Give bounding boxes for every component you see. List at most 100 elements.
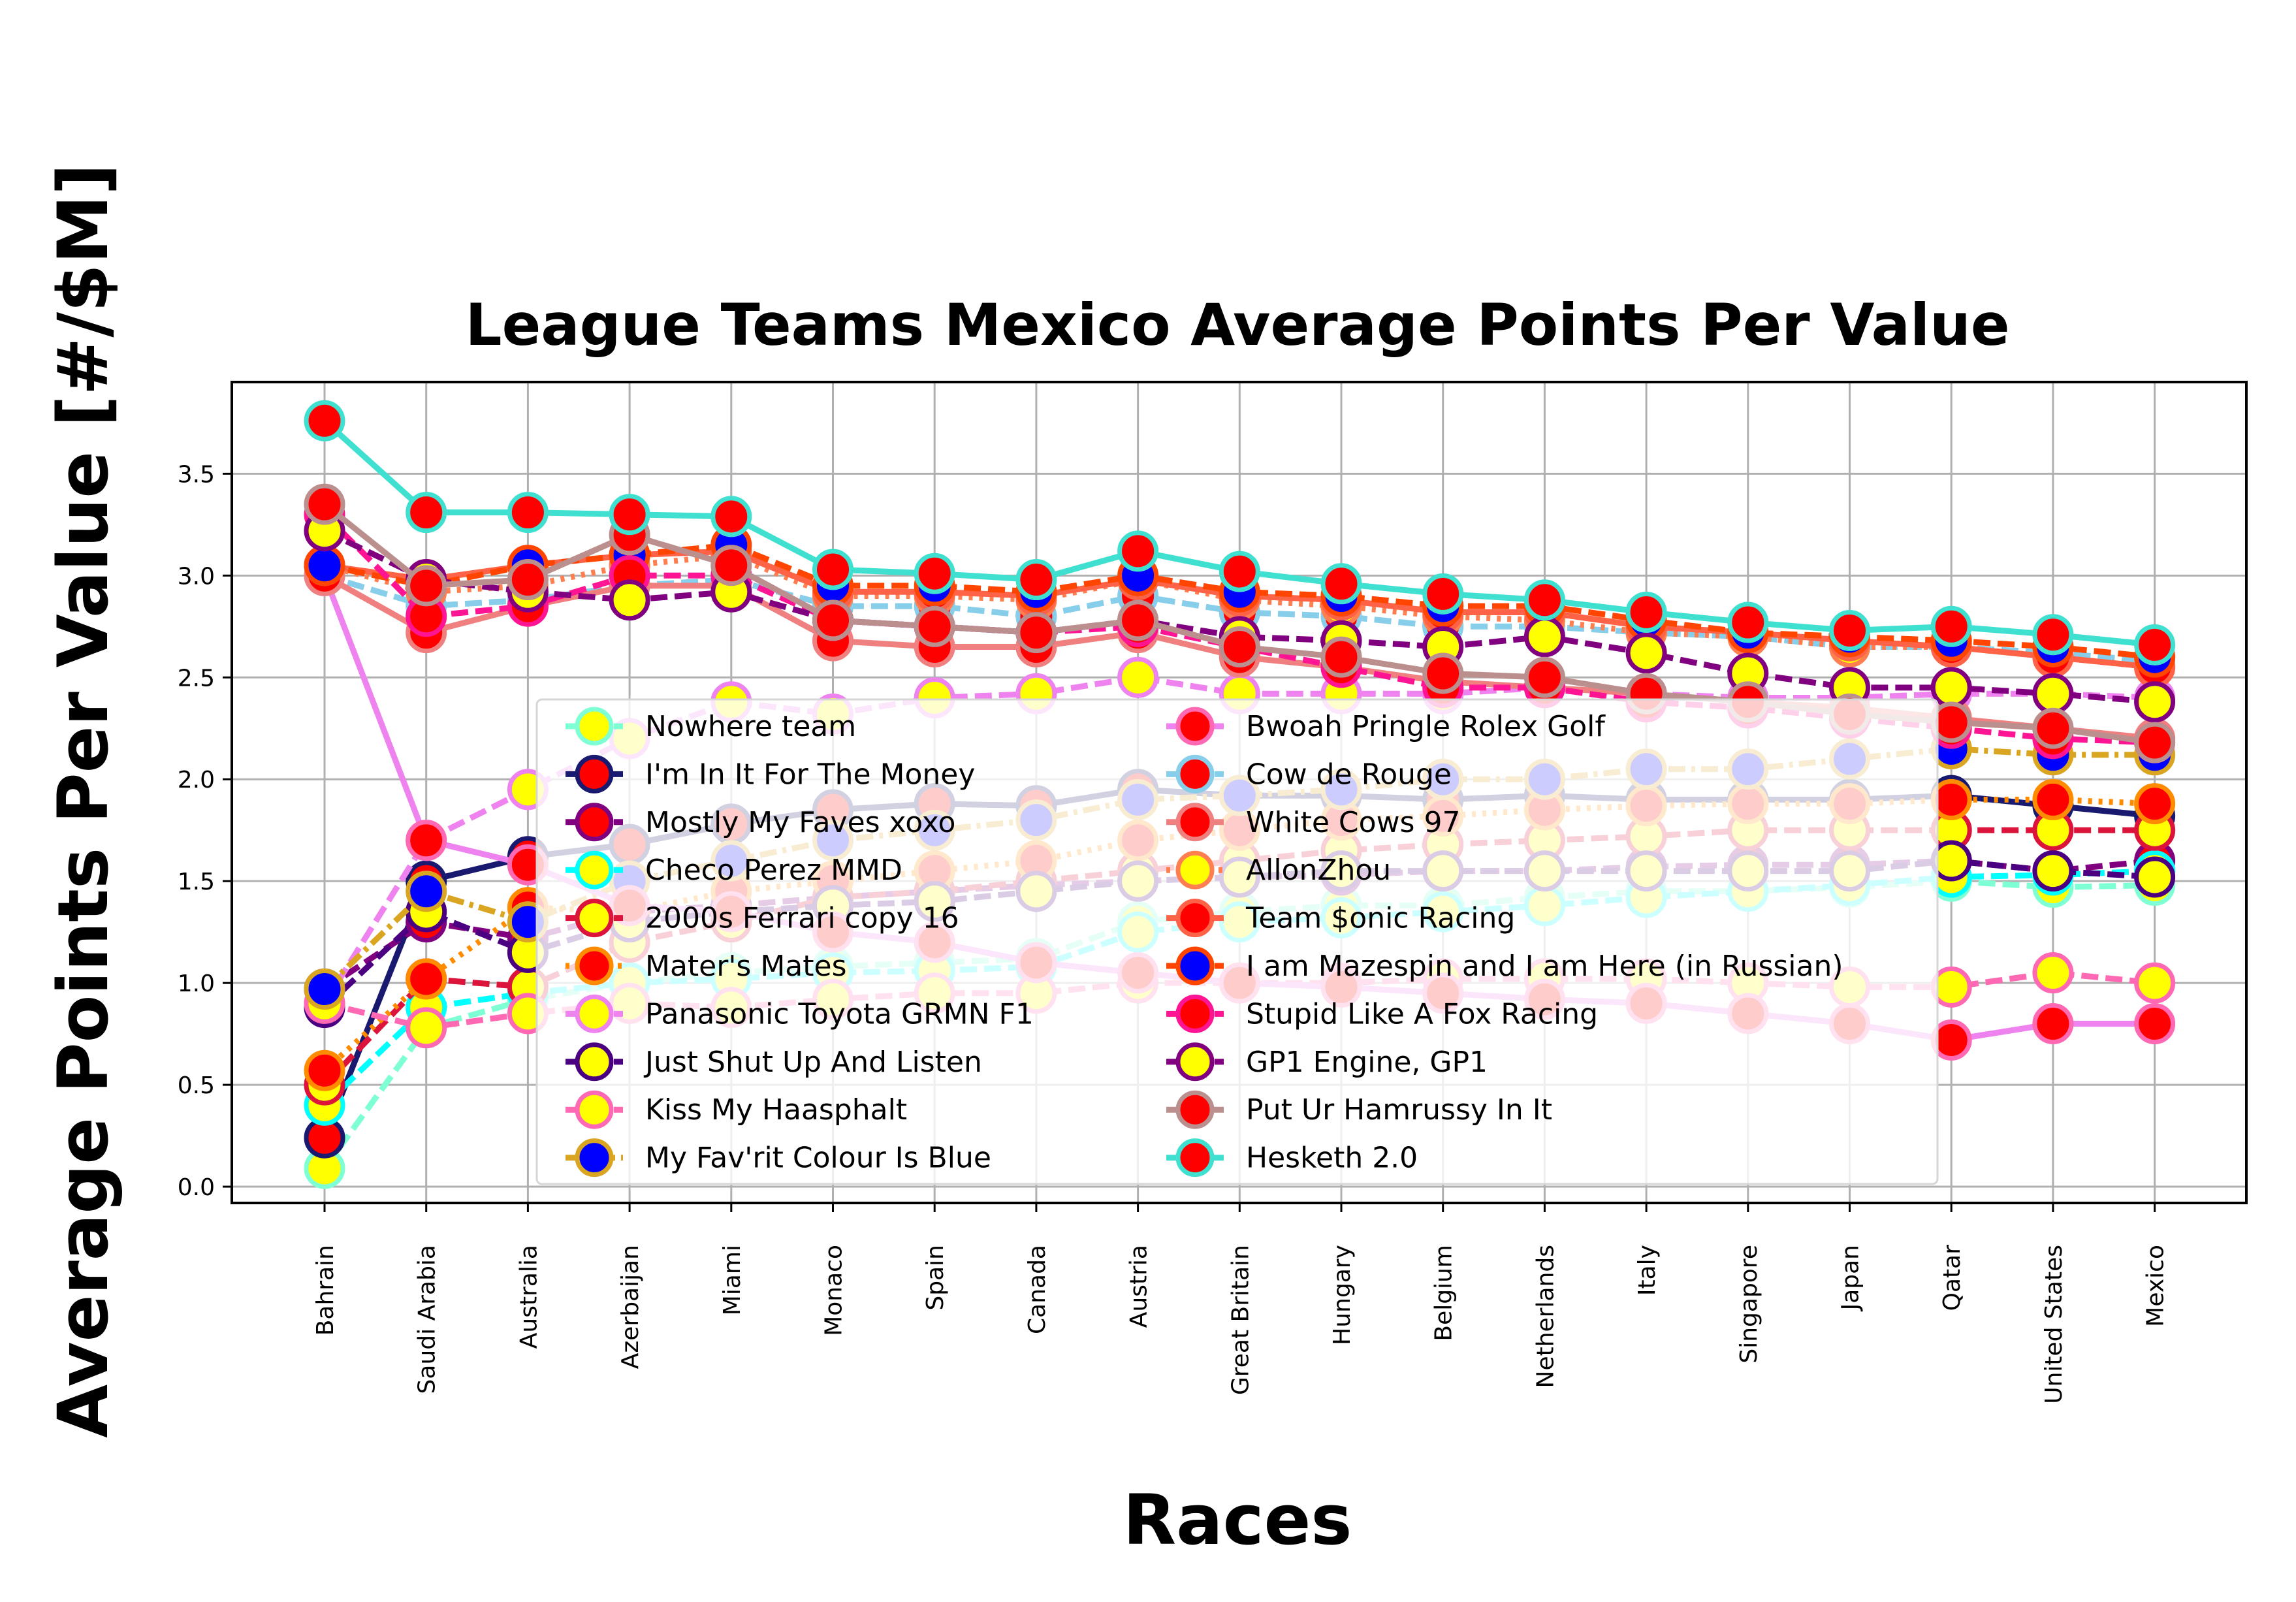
legend-entry: Kiss My Haasphalt: [566, 1090, 907, 1129]
legend-entry: Stupid Like A Fox Racing: [1166, 994, 1598, 1033]
legend-label: My Fav'rit Colour Is Blue: [645, 1142, 991, 1175]
legend-label: Kiss My Haasphalt: [645, 1093, 907, 1127]
legend-entry: Just Shut Up And Listen: [566, 1042, 982, 1081]
x-tick-label: Austria: [1126, 1245, 1153, 1328]
data-point: [1930, 966, 1972, 1008]
y-tick-label: 1.0: [178, 970, 215, 997]
data-point: [1727, 601, 1769, 643]
chart-title: League Teams Mexico Average Points Per V…: [466, 291, 2010, 359]
x-tick-label: Qatar: [1939, 1245, 1966, 1311]
legend-swatch-marker: [1175, 946, 1215, 985]
legend-swatch-marker: [1175, 1090, 1215, 1129]
legend-box: [535, 698, 1939, 1185]
legend-entry: I am Mazespin and I am Here (in Russian): [1166, 946, 1843, 985]
plot-area: Nowhere team I'm In It For The Money Mostl…: [178, 381, 2248, 1404]
legend-swatch-marker: [1175, 850, 1215, 889]
x-tick-label: Singapore: [1736, 1245, 1762, 1364]
data-point: [1523, 616, 1565, 658]
legend-label: I'm In It For The Money: [645, 758, 975, 791]
legend-label: I am Mazespin and I am Here (in Russian): [1246, 950, 1843, 983]
data-point: [1219, 626, 1260, 667]
legend-entry: I'm In It For The Money: [566, 754, 975, 793]
data-point: [2134, 722, 2176, 763]
x-axis: Bahrain Saudi Arabia Australia Azerbaijan Mi…: [312, 1203, 2169, 1404]
x-tick-label: Australia: [515, 1245, 542, 1349]
data-point: [1117, 656, 1159, 698]
data-point: [2032, 1003, 2074, 1045]
data-point: [2134, 856, 2176, 898]
y-tick-label: 2.0: [178, 767, 215, 793]
legend-swatch-marker: [1175, 1138, 1215, 1177]
data-point: [914, 605, 955, 647]
legend-label: Checo Perez MMD: [645, 854, 902, 887]
x-tick-label: Japan: [1838, 1245, 1864, 1311]
x-tick-label: Saudi Arabia: [414, 1245, 441, 1394]
data-point: [406, 565, 447, 607]
x-tick-label: Hungary: [1329, 1245, 1356, 1345]
y-tick-label: 0.0: [178, 1174, 215, 1201]
legend-swatch-marker: [1175, 803, 1215, 842]
legend-label: Put Ur Hamrussy In It: [1246, 1093, 1552, 1127]
data-point: [2032, 778, 2074, 820]
legend-label: GP1 Engine, GP1: [1246, 1046, 1488, 1079]
data-point: [1219, 551, 1260, 592]
series-19: [304, 400, 2176, 665]
y-axis: 0.0 0.5 1.0 1.5 2.0 2.5 3.0 3.5: [178, 461, 232, 1201]
legend-entry: White Cows 97: [1166, 803, 1460, 842]
data-point: [2134, 624, 2176, 665]
data-point: [1930, 667, 1972, 709]
y-tick-label: 3.0: [178, 563, 215, 590]
legend-label: Stupid Like A Fox Racing: [1246, 997, 1598, 1031]
data-point: [1320, 563, 1362, 605]
data-point: [1930, 840, 1972, 882]
x-tick-label: Monaco: [821, 1245, 848, 1336]
data-point: [1930, 1019, 1972, 1061]
legend-swatch-marker: [1175, 994, 1215, 1033]
legend-label: Just Shut Up And Listen: [643, 1046, 982, 1079]
data-point: [2134, 681, 2176, 723]
data-point: [1015, 559, 1057, 601]
legend-swatch-marker: [575, 1138, 614, 1177]
y-tick-label: 3.5: [178, 461, 215, 488]
data-point: [1625, 632, 1667, 674]
legend-entry: Cow de Rouge: [1166, 754, 1452, 793]
x-tick-label: Great Britain: [1227, 1245, 1254, 1395]
legend-entry: Panasonic Toyota GRMN F1: [566, 994, 1034, 1033]
legend-entry: GP1 Engine, GP1: [1166, 1042, 1488, 1081]
data-point: [1930, 605, 1972, 647]
data-point: [914, 553, 955, 594]
legend-swatch-marker: [1175, 754, 1215, 793]
legend-swatch-marker: [1175, 707, 1215, 746]
data-point: [2134, 783, 2176, 825]
legend-entry: Hesketh 2.0: [1166, 1138, 1418, 1177]
legend-label: AllonZhou: [1246, 854, 1391, 887]
data-point: [2032, 707, 2074, 749]
x-tick-label: Canada: [1024, 1245, 1051, 1334]
x-tick-label: Miami: [719, 1245, 746, 1315]
data-point: [2032, 673, 2074, 714]
data-point: [609, 579, 650, 621]
legend-entry: Put Ur Hamrussy In It: [1166, 1090, 1552, 1129]
legend-swatch-marker: [1175, 899, 1215, 938]
legend-entry: Team $onic Racing: [1166, 899, 1515, 938]
data-point: [304, 400, 345, 441]
data-point: [2134, 962, 2176, 1004]
legend-entry: Checo Perez MMD: [566, 850, 902, 889]
data-point: [1523, 656, 1565, 698]
legend-label: 2000s Ferrari copy 16: [645, 902, 959, 935]
data-point: [1930, 778, 1972, 820]
data-point: [2032, 850, 2074, 892]
legend-label: Team $onic Racing: [1245, 902, 1515, 935]
legend-entry: Mostly My Faves xoxo: [566, 803, 955, 842]
legend-entry: My Fav'rit Colour Is Blue: [566, 1138, 991, 1177]
data-point: [812, 600, 853, 641]
data-point: [1117, 600, 1159, 641]
data-point: [304, 483, 345, 525]
legend-swatch-marker: [575, 1090, 614, 1129]
data-point: [1625, 591, 1667, 633]
data-point: [507, 559, 549, 601]
x-tick-label: Belgium: [1431, 1245, 1458, 1341]
x-tick-label: Azerbaijan: [617, 1245, 644, 1369]
